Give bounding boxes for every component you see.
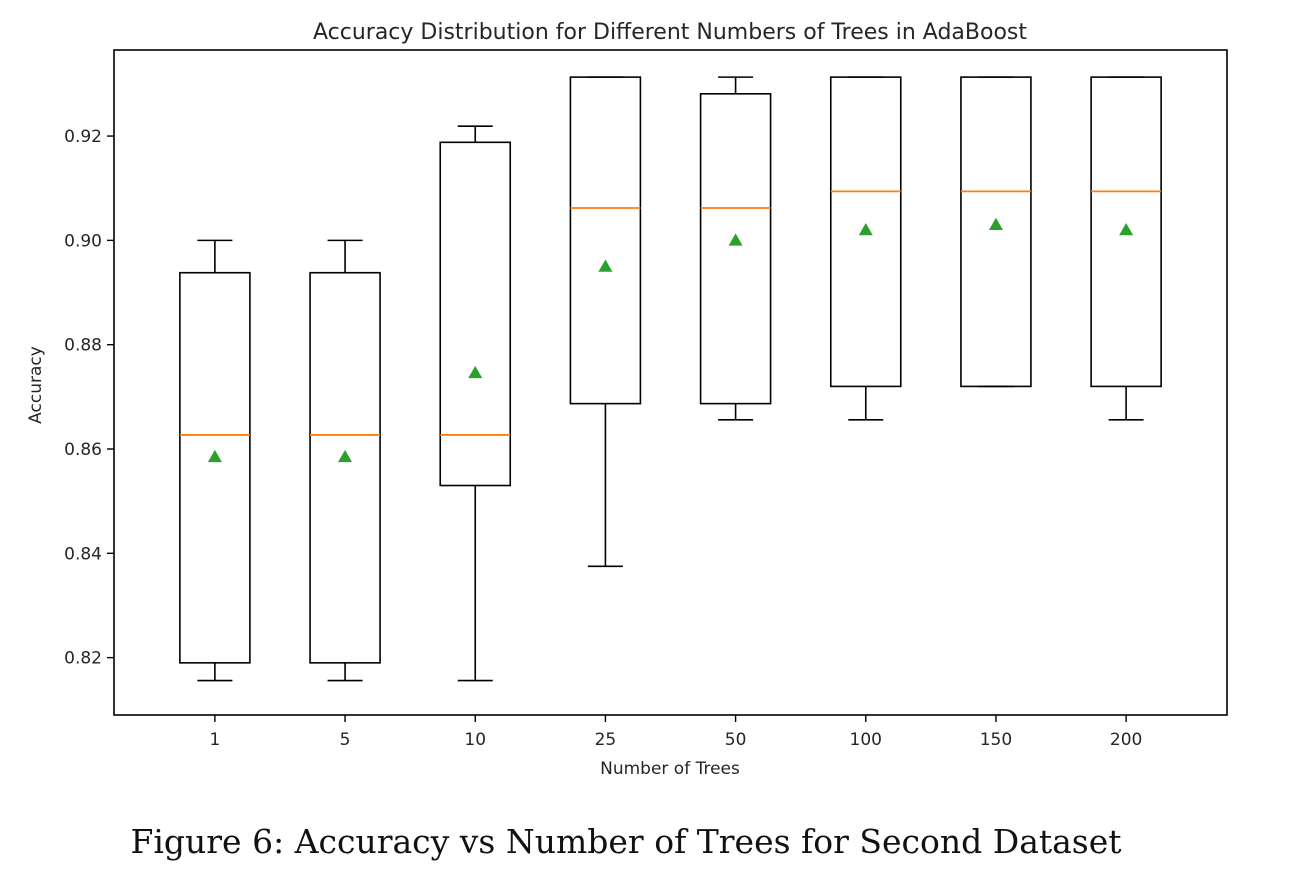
y-tick-label: 0.92 <box>64 127 102 147</box>
x-tick-label: 200 <box>1110 730 1142 750</box>
iqr-box <box>1090 76 1162 388</box>
mean-marker <box>468 365 483 379</box>
iqr-box <box>960 76 1032 388</box>
mean-marker <box>207 449 222 463</box>
iqr-box <box>309 271 381 664</box>
box-100 <box>829 76 902 421</box>
box-10 <box>439 125 512 682</box>
mean-marker <box>728 233 743 246</box>
y-tick-label: 0.86 <box>64 440 102 460</box>
y-tick-label: 0.82 <box>64 649 102 669</box>
y-tick-label: 0.88 <box>64 336 102 356</box>
x-tick-label: 25 <box>595 730 617 750</box>
box-200 <box>1090 76 1162 421</box>
mean-marker <box>338 449 353 463</box>
y-axis: 0.82 0.84 0.86 0.88 0.90 0.92 <box>64 127 114 669</box>
y-tick-label: 0.90 <box>64 231 102 251</box>
x-tick-label: 50 <box>725 730 747 750</box>
box-25 <box>569 76 642 568</box>
mean-marker <box>1119 222 1134 236</box>
x-axis: 1 5 10 25 50 100 150 200 <box>209 715 1142 750</box>
y-tick-label: 0.84 <box>64 544 102 564</box>
mean-marker <box>858 222 873 236</box>
iqr-box <box>569 76 642 405</box>
box-1 <box>179 239 251 682</box>
iqr-box <box>179 271 251 664</box>
box-5 <box>309 239 381 682</box>
iqr-box <box>699 93 772 405</box>
box-plot-chart: Accuracy Distribution for Different Numb… <box>26 20 1228 779</box>
x-tick-label: 1 <box>209 730 220 750</box>
figure-caption: Figure 6: Accuracy vs Number of Trees fo… <box>130 822 1122 861</box>
iqr-box <box>439 141 512 487</box>
box-50 <box>699 76 772 421</box>
x-tick-label: 150 <box>980 730 1012 750</box>
x-tick-label: 10 <box>464 730 486 750</box>
mean-marker <box>988 217 1003 230</box>
iqr-box <box>829 76 902 388</box>
x-tick-label: 100 <box>850 730 882 750</box>
y-axis-label: Accuracy <box>26 346 46 424</box>
chart-title: Accuracy Distribution for Different Numb… <box>313 20 1027 45</box>
mean-marker <box>598 259 613 272</box>
plot-frame <box>113 49 1228 716</box>
x-axis-label: Number of Trees <box>600 759 740 779</box>
box-150 <box>960 76 1032 388</box>
x-tick-label: 5 <box>340 730 351 750</box>
boxes-group <box>179 76 1162 682</box>
